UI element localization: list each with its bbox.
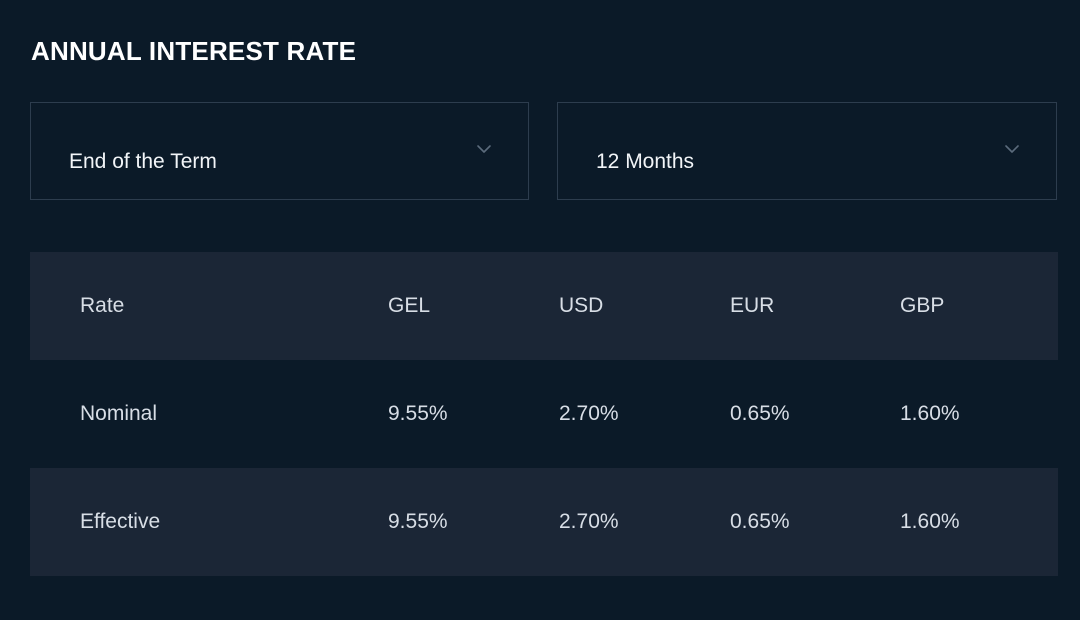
header-usd: USD [559,294,604,317]
term-select[interactable]: 12 Months [557,102,1057,200]
header-rate: Rate [80,294,125,317]
eur-value: 0.65% [730,402,790,425]
eur-value: 0.65% [730,510,790,533]
term-value: 12 Months [596,150,695,173]
gbp-value: 1.60% [900,402,960,425]
gel-value: 9.55% [388,402,448,425]
chevron-down-icon [1005,145,1019,153]
page-title: ANNUAL INTEREST RATE [31,36,357,66]
header-gel: GEL [388,294,431,317]
table-header-row: Rate GEL USD EUR GBP [30,252,1058,360]
usd-value: 2.70% [559,510,619,533]
usd-value: 2.70% [559,402,619,425]
row-label: Effective [80,510,161,533]
table-row: Nominal 9.55% 2.70% 0.65% 1.60% [30,360,1058,468]
payout-type-select[interactable]: End of the Term [30,102,529,200]
rate-table: Rate GEL USD EUR GBP Nominal 9.55% 2.70%… [30,252,1058,576]
header-eur: EUR [730,294,775,317]
table-row: Effective 9.55% 2.70% 0.65% 1.60% [30,468,1058,576]
gel-value: 9.55% [388,510,448,533]
chevron-down-icon [477,145,491,153]
payout-type-value: End of the Term [69,150,217,173]
header-gbp: GBP [900,294,945,317]
gbp-value: 1.60% [900,510,960,533]
row-label: Nominal [80,402,158,425]
